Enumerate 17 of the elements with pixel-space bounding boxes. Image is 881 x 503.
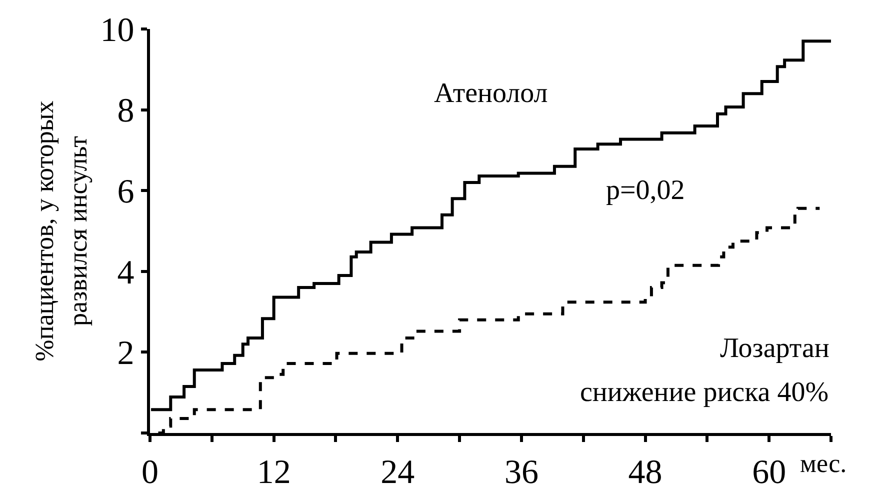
annotation: снижение риска 40% [580, 377, 829, 408]
y-axis-title: %пациентов, у которых развился инсульт [30, 100, 93, 362]
x-axis-title: мес. [800, 449, 847, 478]
x-tick-label: 36 [504, 454, 538, 491]
x-tick-label: 60 [752, 454, 786, 491]
y-tick-label: 10 [100, 12, 134, 49]
x-tick-label: 12 [256, 454, 291, 491]
y-tick-label: 4 [117, 254, 134, 292]
x-tick-label: 0 [142, 454, 158, 491]
y-tick-label: 6 [117, 174, 134, 210]
y-tick-label: 2 [117, 335, 134, 372]
series-label: Атенолол [434, 78, 548, 109]
x-tick-label: 48 [628, 454, 662, 491]
x-tick-label: 24 [380, 454, 415, 491]
annotation: p=0,02 [606, 175, 685, 206]
text: Лозартан [720, 333, 830, 364]
y-tick-label: 8 [117, 92, 134, 130]
